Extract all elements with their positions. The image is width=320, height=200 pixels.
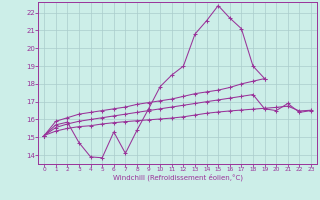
X-axis label: Windchill (Refroidissement éolien,°C): Windchill (Refroidissement éolien,°C) (113, 174, 243, 181)
